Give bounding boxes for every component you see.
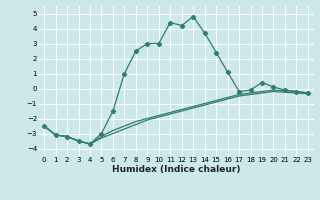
X-axis label: Humidex (Indice chaleur): Humidex (Indice chaleur): [112, 165, 240, 174]
